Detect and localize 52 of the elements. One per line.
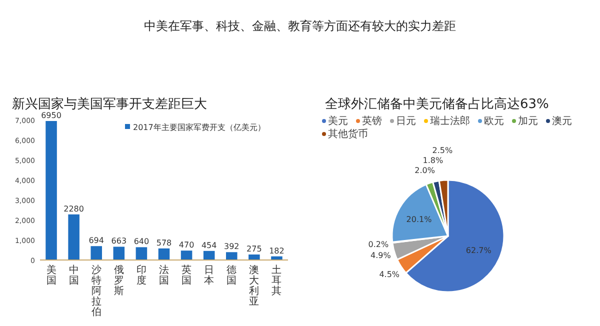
data-label: 392 [224,242,240,252]
x-tick-label: 印度 [136,264,146,286]
x-tick-label: 土耳其 [272,264,282,297]
x-tick-label: 美国 [46,264,56,286]
data-label: 1.8% [422,156,444,165]
legend-label: 其他货币 [328,128,368,140]
chart-title: 新兴国家与美国军事开支差距巨大 [12,96,207,112]
data-label: 275 [246,244,262,254]
data-label: 4.9% [370,251,392,260]
legend-label: 日元 [396,116,416,127]
data-label: 470 [178,240,194,250]
legend-label: 2017年主要国家军费开支（亿美元） [133,123,266,132]
data-label: 6950 [41,111,62,120]
legend-label: 欧元 [484,116,504,127]
data-label: 62.7% [466,246,492,255]
x-tick-label: 法国 [159,264,169,286]
data-label: 640 [134,237,150,246]
bar [203,250,215,260]
legend-label: 美元 [328,115,348,127]
data-label: 694 [88,236,104,246]
bar [136,247,148,260]
bar [68,214,80,260]
x-tick-label: 澳大利亚 [249,264,260,308]
legend-label: 澳元 [552,115,572,127]
text: 中美在军事、科技、金融、教育等方面还有较大的实力差距 [144,19,456,33]
x-tick-label: 中国 [68,264,79,286]
bar [248,254,260,260]
data-label: 2.0% [414,166,436,175]
data-label: 4.5% [379,270,400,280]
x-tick-label: 俄罗斯 [114,264,124,297]
bar [46,121,57,260]
bar [113,246,125,260]
data-label: 663 [111,236,127,246]
data-label: 578 [156,238,172,248]
data-label: 2.5% [432,146,453,155]
data-label: 20.1% [406,215,432,224]
data-label: 0.2% [368,240,390,250]
data-label: 182 [269,246,284,256]
legend-label: 加元 [518,115,538,127]
bar [158,248,170,260]
x-tick-label: 德国 [226,265,237,286]
x-tick-label: 沙特阿拉伯 [91,264,102,318]
chart-title: 全球外汇储备中美元储备占比高达63% [325,96,549,112]
bar [226,252,238,260]
bar [90,246,102,260]
legend-label: 英镑 [362,115,382,127]
data-label: 454 [201,240,217,250]
legend-label: 瑞士法郎 [430,115,470,127]
x-tick-label: 英国 [182,264,192,286]
x-tick-label: 日本 [204,265,214,286]
bar [180,250,192,260]
data-label: 2280 [64,204,84,214]
